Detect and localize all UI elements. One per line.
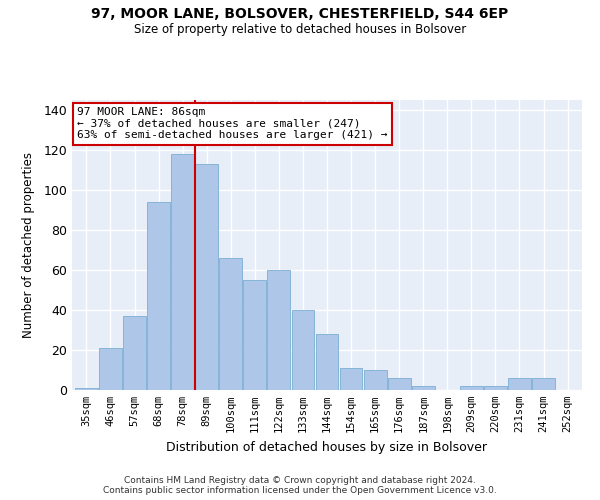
- Bar: [292, 310, 314, 390]
- Bar: [147, 202, 170, 390]
- Bar: [364, 370, 386, 390]
- Bar: [412, 386, 434, 390]
- Text: 97 MOOR LANE: 86sqm
← 37% of detached houses are smaller (247)
63% of semi-detac: 97 MOOR LANE: 86sqm ← 37% of detached ho…: [77, 108, 388, 140]
- Bar: [484, 386, 507, 390]
- Bar: [99, 348, 122, 390]
- Text: Size of property relative to detached houses in Bolsover: Size of property relative to detached ho…: [134, 22, 466, 36]
- Bar: [532, 378, 555, 390]
- Bar: [388, 378, 410, 390]
- Bar: [340, 368, 362, 390]
- Text: Contains HM Land Registry data © Crown copyright and database right 2024.
Contai: Contains HM Land Registry data © Crown c…: [103, 476, 497, 495]
- Bar: [220, 258, 242, 390]
- Bar: [268, 270, 290, 390]
- Y-axis label: Number of detached properties: Number of detached properties: [22, 152, 35, 338]
- Bar: [460, 386, 483, 390]
- Bar: [195, 164, 218, 390]
- Bar: [244, 280, 266, 390]
- Bar: [316, 334, 338, 390]
- Bar: [508, 378, 531, 390]
- Bar: [171, 154, 194, 390]
- Bar: [123, 316, 146, 390]
- Text: 97, MOOR LANE, BOLSOVER, CHESTERFIELD, S44 6EP: 97, MOOR LANE, BOLSOVER, CHESTERFIELD, S…: [91, 8, 509, 22]
- X-axis label: Distribution of detached houses by size in Bolsover: Distribution of detached houses by size …: [167, 440, 487, 454]
- Bar: [75, 388, 98, 390]
